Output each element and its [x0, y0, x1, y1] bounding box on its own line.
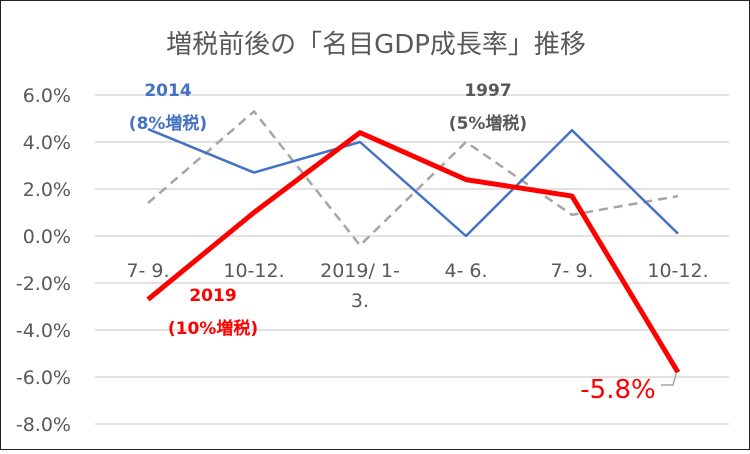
x-tick-label: 7- 9.: [550, 260, 593, 282]
y-tick-label: -6.0%: [16, 367, 71, 389]
series-label: 1997: [464, 81, 511, 101]
series-label: (10%増税): [168, 318, 258, 339]
x-tick-label: 10-12.: [223, 260, 284, 282]
y-tick-label: -8.0%: [16, 414, 71, 436]
y-tick-label: -2.0%: [16, 273, 71, 295]
series-label: (8%増税): [129, 113, 207, 134]
chart-title: 増税前後の「名目GDP成長率」推移: [166, 30, 586, 60]
series-label: 2019: [189, 286, 236, 306]
x-tick-label: 7- 9.: [126, 260, 169, 282]
leader-line: [661, 374, 676, 385]
series-line-2014: [148, 129, 678, 236]
y-tick-label: -4.0%: [16, 320, 71, 342]
x-tick-label: 10-12.: [647, 260, 708, 282]
series-label: 2014: [144, 81, 191, 101]
data-label: -5.8%: [580, 375, 655, 405]
y-tick-label: 6.0%: [23, 85, 71, 107]
x-tick-label: 4- 6.: [444, 260, 487, 282]
y-tick-label: 2.0%: [23, 179, 71, 201]
series-line-1997: [148, 111, 678, 245]
x-tick-label: 3.: [351, 290, 369, 312]
y-tick-label: 0.0%: [23, 226, 71, 248]
x-tick-label: 2019/ 1-: [320, 260, 400, 282]
y-tick-label: 4.0%: [23, 132, 71, 154]
series-label: (5%増税): [449, 113, 527, 134]
